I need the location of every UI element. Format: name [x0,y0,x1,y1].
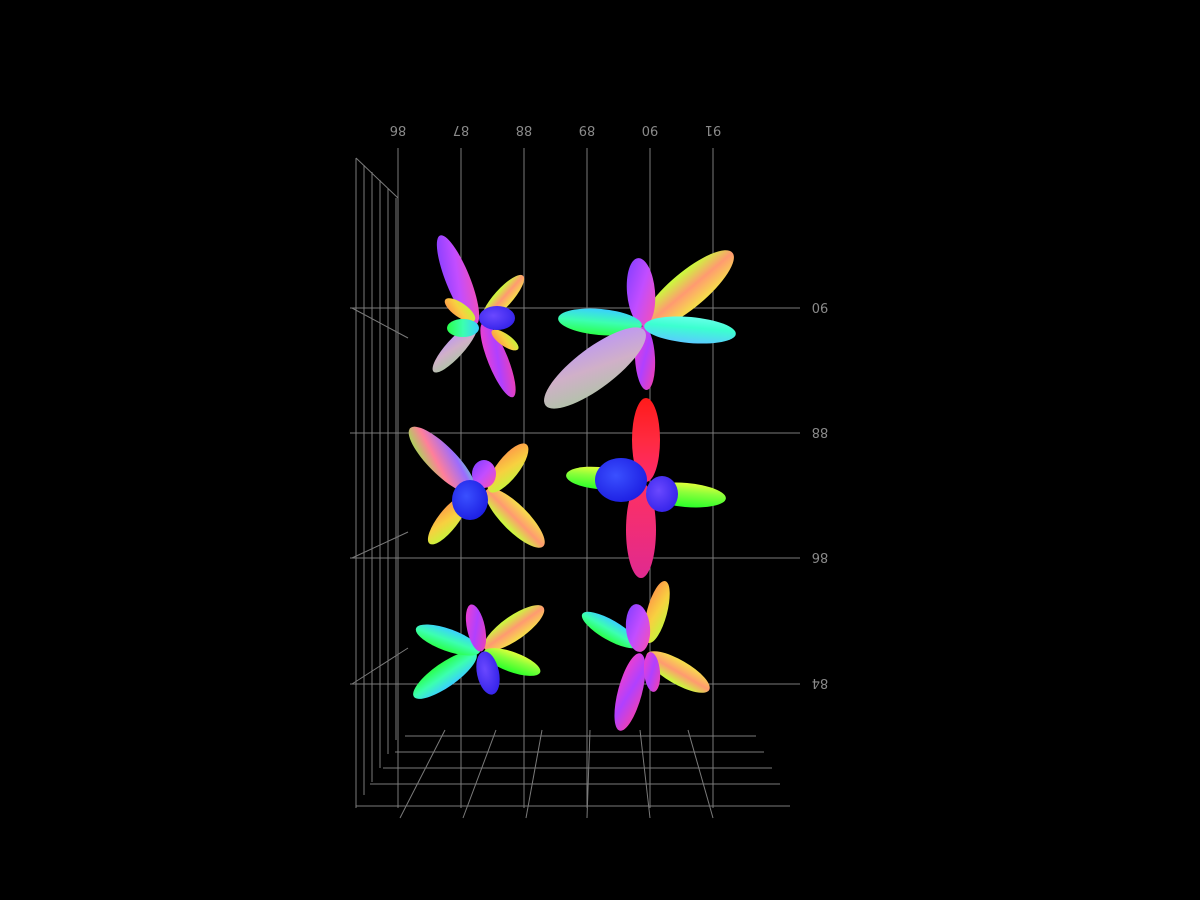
top-tick-label: 91 [705,122,722,137]
right-tick-label: 88 [812,424,829,439]
right-tick-label: 86 [812,549,829,564]
top-tick-label: 86 [390,122,407,137]
right-tick-label: 90 [812,299,829,314]
top-tick-label: 88 [516,122,533,137]
odf-glyph-middle-left[interactable] [400,418,552,555]
top-tick-label: 89 [579,122,596,137]
top-tick-label: 90 [642,122,659,137]
odf-glyph-bottom-left[interactable] [407,598,550,707]
top-tick-label: 87 [453,122,470,137]
top-tick-labels: 86 87 88 89 90 91 [390,122,722,137]
odf-glyph-top-left[interactable] [427,231,530,401]
odf-glyph-middle-right[interactable] [565,398,727,578]
right-tick-labels: 90 88 86 84 [812,299,829,690]
odf-glyph-bottom-right[interactable] [577,579,715,734]
right-tick-label: 84 [812,675,829,690]
odf-glyph-top-right[interactable] [533,239,744,421]
